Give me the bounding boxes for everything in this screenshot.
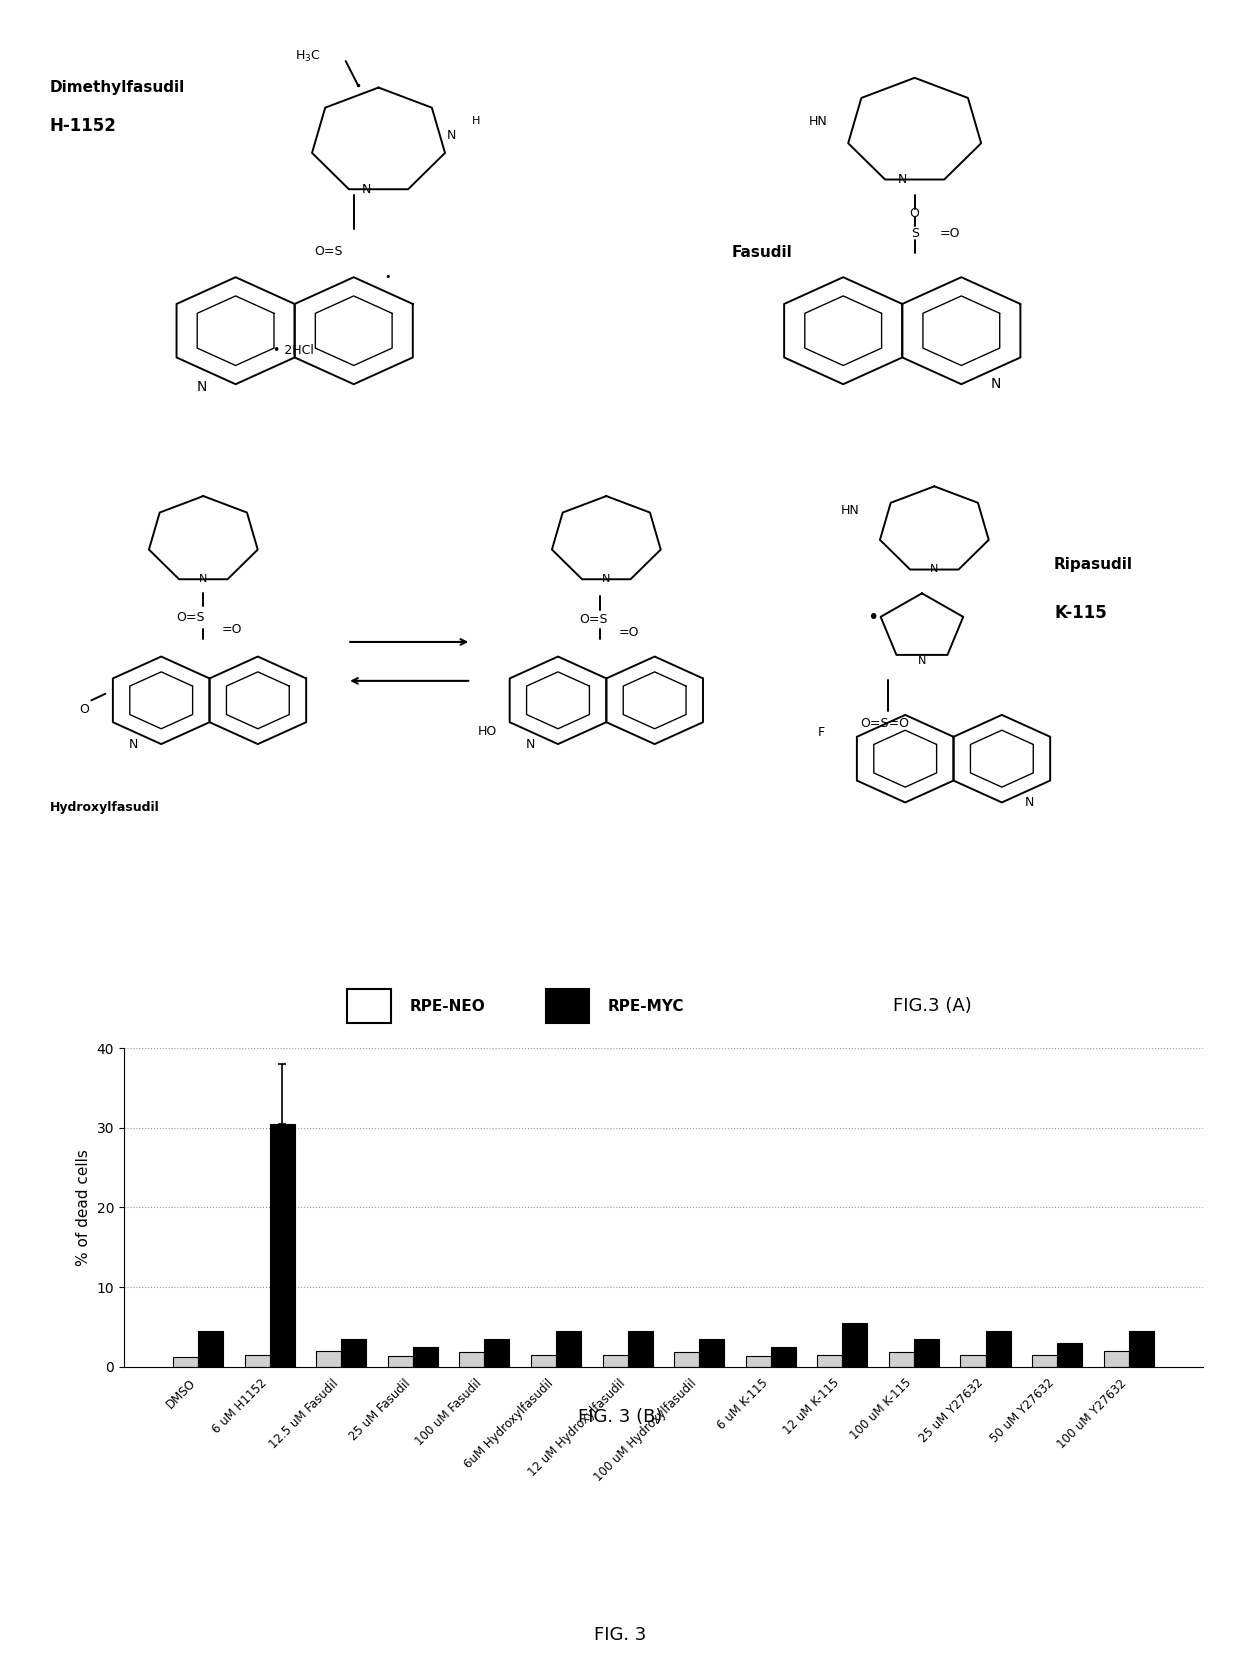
Text: N: N <box>930 565 939 575</box>
Text: N: N <box>603 574 610 584</box>
Text: H-1152: H-1152 <box>50 117 117 136</box>
Bar <box>675 1352 699 1367</box>
Text: HN: HN <box>841 505 861 517</box>
Text: N: N <box>196 381 207 394</box>
Bar <box>817 1355 842 1367</box>
Bar <box>961 1355 986 1367</box>
Bar <box>341 1338 366 1367</box>
Bar <box>556 1332 582 1367</box>
Text: FIG.3 (A): FIG.3 (A) <box>893 998 972 1015</box>
Bar <box>627 1332 652 1367</box>
Text: N: N <box>361 183 371 196</box>
Text: HO: HO <box>477 726 496 738</box>
Text: H$_3$C: H$_3$C <box>295 49 321 64</box>
Bar <box>986 1332 1011 1367</box>
Text: •: • <box>867 609 878 627</box>
Text: N: N <box>200 574 207 584</box>
Text: HN: HN <box>810 116 828 127</box>
Bar <box>603 1355 627 1367</box>
Text: =O: =O <box>940 226 960 240</box>
Bar <box>198 1332 223 1367</box>
Text: N: N <box>446 129 456 143</box>
Text: FIG. 3 (B): FIG. 3 (B) <box>578 1409 662 1425</box>
Text: Hydroxylfasudil: Hydroxylfasudil <box>50 802 160 813</box>
Bar <box>485 1338 510 1367</box>
Text: N: N <box>129 738 138 751</box>
Bar <box>546 989 589 1023</box>
Text: H: H <box>471 116 480 126</box>
Text: • 2HCl: • 2HCl <box>273 344 314 357</box>
Bar <box>745 1357 771 1367</box>
Bar <box>269 1124 295 1367</box>
Text: N: N <box>1025 797 1034 808</box>
Bar <box>699 1338 724 1367</box>
Bar <box>413 1347 438 1367</box>
Text: Dimethylfasudil: Dimethylfasudil <box>50 80 185 96</box>
Text: O=S=O: O=S=O <box>861 718 910 729</box>
Text: =O: =O <box>619 626 640 639</box>
Bar <box>889 1352 914 1367</box>
Bar <box>914 1338 939 1367</box>
Text: N: N <box>526 738 534 751</box>
Text: Ripasudil: Ripasudil <box>1054 557 1133 572</box>
Bar <box>1104 1352 1128 1367</box>
Text: O=S: O=S <box>579 614 608 626</box>
Text: O: O <box>910 208 920 220</box>
Bar <box>347 989 391 1023</box>
Bar <box>842 1323 868 1367</box>
Text: FIG. 3: FIG. 3 <box>594 1627 646 1643</box>
Bar <box>459 1352 485 1367</box>
Text: N: N <box>991 377 1001 391</box>
Bar <box>316 1352 341 1367</box>
Text: •: • <box>384 272 391 282</box>
Text: Fasudil: Fasudil <box>732 245 792 260</box>
Bar <box>244 1355 269 1367</box>
Text: N: N <box>898 173 906 186</box>
Text: RPE-MYC: RPE-MYC <box>608 999 684 1013</box>
Bar <box>1032 1355 1058 1367</box>
Text: F: F <box>818 726 825 740</box>
Bar <box>1128 1332 1153 1367</box>
Bar <box>174 1357 198 1367</box>
Y-axis label: % of dead cells: % of dead cells <box>76 1149 91 1266</box>
Text: K-115: K-115 <box>1054 604 1107 622</box>
Bar <box>531 1355 556 1367</box>
Text: RPE-NEO: RPE-NEO <box>409 999 485 1013</box>
Text: S: S <box>910 226 919 240</box>
Text: O: O <box>79 703 89 716</box>
Text: =O: =O <box>222 622 243 636</box>
Bar <box>1058 1343 1083 1367</box>
Text: O=S: O=S <box>315 245 343 258</box>
Text: O=S: O=S <box>176 610 205 624</box>
Bar <box>771 1347 796 1367</box>
Bar <box>388 1357 413 1367</box>
Text: N: N <box>918 656 926 666</box>
